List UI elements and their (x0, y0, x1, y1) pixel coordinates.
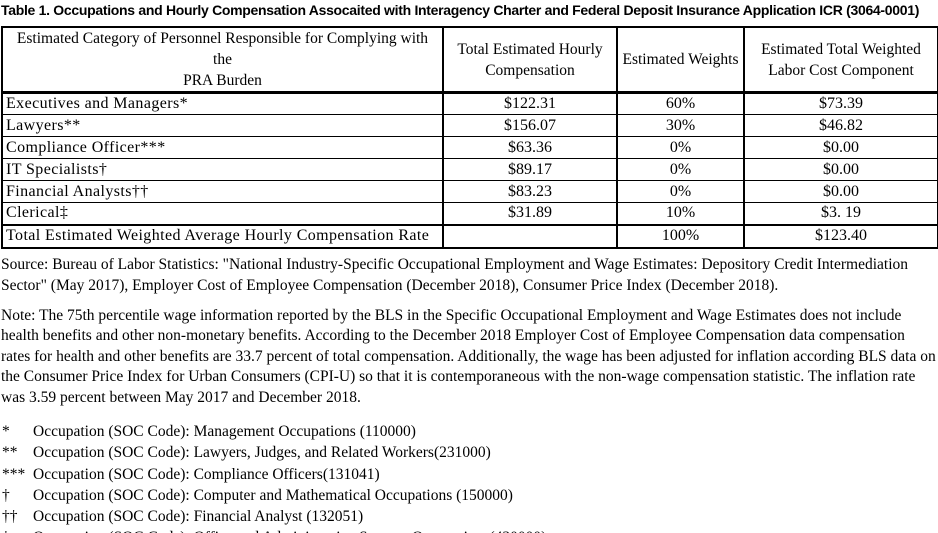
col-header-category: Estimated Category of Personnel Responsi… (1, 26, 444, 94)
footnote-text: Occupation (SOC Code): Office and Admini… (33, 527, 938, 533)
footnote-text: Occupation (SOC Code): Computer and Math… (33, 486, 513, 504)
footnote-marker: † (2, 486, 10, 504)
weighted-cost-cell: $0.00 (743, 180, 938, 203)
footnote-text: Occupation (SOC Code): Compliance Office… (33, 465, 380, 483)
hourly-compensation-cell: $83.23 (442, 180, 618, 203)
footnote: †† Occupation (SOC Code): Financial Anal… (0, 506, 938, 527)
hourly-compensation-cell: $63.36 (442, 136, 618, 159)
weight-cell: 0% (616, 136, 745, 159)
note-paragraph: Note: The 75th percentile wage informati… (1, 306, 936, 406)
compensation-table: Estimated Category of Personnel Responsi… (1, 26, 938, 249)
footnote-marker: ‡ (0, 527, 33, 533)
table-row: Lawyers** $156.07 30% $46.82 (1, 114, 938, 137)
category-cell: Lawyers** (1, 114, 444, 137)
weighted-cost-cell: $0.00 (743, 158, 938, 181)
weight-cell: 30% (616, 114, 745, 137)
weight-cell: 10% (616, 202, 745, 225)
footnote-marker: * (2, 423, 10, 440)
table-body: Executives and Managers* $122.31 60% $73… (1, 92, 938, 248)
footnote-text: Occupation (SOC Code): Management Occupa… (33, 423, 416, 440)
hourly-compensation-cell: $31.89 (442, 202, 618, 225)
table-title: Table 1. Occupations and Hourly Compensa… (1, 2, 920, 18)
table-row: IT Specialists† $89.17 0% $0.00 (1, 158, 938, 181)
hourly-compensation-cell: $89.17 (442, 158, 618, 181)
footnote-text: Occupation (SOC Code): Financial Analyst… (33, 508, 364, 526)
footnote-marker: †† (2, 508, 18, 526)
total-hourly-cell (442, 223, 618, 248)
footnote-text: Occupation (SOC Code): Lawyers, Judges, … (33, 444, 491, 462)
weighted-cost-cell: $0.00 (743, 136, 938, 159)
total-label-cell: Total Estimated Weighted Average Hourly … (1, 223, 444, 248)
col-header-estimated-weights: Estimated Weights (616, 26, 745, 94)
table-row: Executives and Managers* $122.31 60% $73… (1, 92, 938, 115)
footnote: * Occupation (SOC Code): Management Occu… (0, 421, 938, 442)
footnotes-section: * Occupation (SOC Code): Management Occu… (0, 421, 938, 533)
weight-cell: 60% (616, 92, 745, 115)
total-weight-cell: 100% (616, 223, 745, 248)
category-cell: Compliance Officer*** (1, 136, 444, 159)
category-cell: Executives and Managers* (1, 92, 444, 115)
footnote: ‡ Occupation (SOC Code): Office and Admi… (0, 527, 938, 533)
col-header-hourly-compensation: Total Estimated Hourly Compensation (442, 26, 618, 94)
weight-cell: 0% (616, 158, 745, 181)
weighted-cost-cell: $73.39 (743, 92, 938, 115)
header-row: Estimated Category of Personnel Responsi… (1, 26, 938, 94)
footnote: *** Occupation (SOC Code): Compliance Of… (0, 464, 938, 485)
hourly-compensation-cell: $122.31 (442, 92, 618, 115)
table-row: Clerical‡ $31.89 10% $3. 19 (1, 202, 938, 225)
footnote: ** Occupation (SOC Code): Lawyers, Judge… (0, 442, 938, 463)
weight-cell: 0% (616, 180, 745, 203)
weighted-cost-cell: $46.82 (743, 114, 938, 137)
source-paragraph: Source: Bureau of Labor Statistics: "Nat… (1, 255, 909, 295)
category-cell: Clerical‡ (1, 202, 444, 225)
total-row: Total Estimated Weighted Average Hourly … (1, 223, 938, 248)
footnote: † Occupation (SOC Code): Computer and Ma… (0, 485, 938, 506)
total-weighted-cost-cell: $123.40 (743, 223, 938, 248)
table-row: Financial Analysts†† $83.23 0% $0.00 (1, 180, 938, 203)
table-row: Compliance Officer*** $63.36 0% $0.00 (1, 136, 938, 159)
weighted-cost-cell: $3. 19 (743, 202, 938, 225)
category-cell: IT Specialists† (1, 158, 444, 181)
table-header: Estimated Category of Personnel Responsi… (1, 26, 938, 94)
footnote-marker: *** (2, 465, 26, 483)
col-header-weighted-labor-cost: Estimated Total Weighted Labor Cost Comp… (743, 26, 938, 94)
category-cell: Financial Analysts†† (1, 180, 444, 203)
hourly-compensation-cell: $156.07 (442, 114, 618, 137)
footnote-marker: ** (2, 444, 18, 462)
